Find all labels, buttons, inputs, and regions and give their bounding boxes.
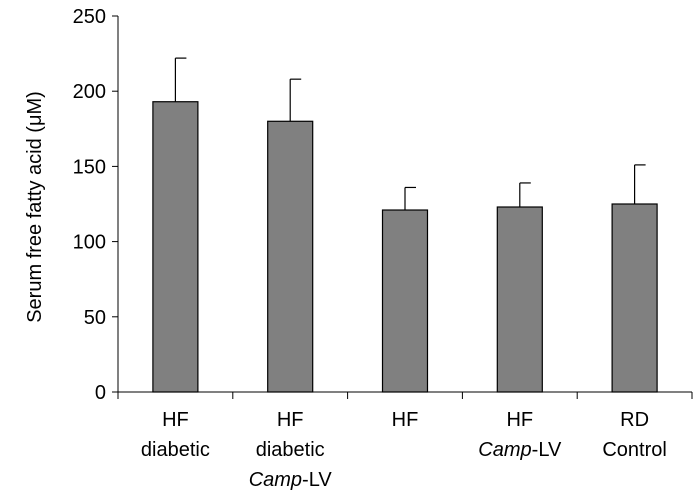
bars-group [152,101,658,393]
x-category-label: RD Control [602,409,666,461]
bar [611,203,658,393]
x-category-label-part: Camp [478,439,531,461]
x-category-label-part: Control [602,439,666,461]
error-bars-group [174,57,646,211]
x-category-label-line: Camp-LV [478,439,562,461]
y-axis: 0 50 100 150 200 250 [73,6,119,404]
y-tick-label: 100 [73,232,106,254]
x-category-label-part: diabetic [141,439,210,461]
x-category-label-part: RD [620,409,649,431]
y-tick-label: 150 [73,156,106,178]
x-category-label-line: HF [162,409,189,431]
y-tick-label: 0 [95,382,106,404]
y-tick-label: 200 [73,81,106,103]
x-category-label-part: HF [392,409,419,431]
x-category-label-part: -LV [302,469,332,491]
y-axis-title: Serum free fatty acid (μM) [24,91,46,323]
bar [267,120,314,393]
bar [152,101,199,393]
x-category-label: HF diabetic [141,409,210,461]
x-category-label-part: -LV [532,439,562,461]
x-category-label: HF diabetic Camp-LV [249,409,333,491]
x-category-label-line: HF [392,409,419,431]
x-category-label-line: Camp-LV [249,469,333,491]
y-tick-label: 50 [84,307,106,329]
x-category-label-part: HF [277,409,304,431]
x-category-label-line: Control [602,439,666,461]
bar [496,206,543,393]
x-category-label-line: RD [620,409,649,431]
x-category-label: HF Camp-LV [478,409,562,461]
bar [381,209,429,393]
x-category-label-line: diabetic [141,439,210,461]
x-category-label-part: diabetic [256,439,325,461]
y-tick-label: 250 [73,6,106,28]
x-category-label-line: HF [506,409,533,431]
x-category-label-line: HF [277,409,304,431]
x-category-label-part: HF [162,409,189,431]
x-category-label-part: HF [506,409,533,431]
x-category-label-part: Camp [249,469,302,491]
x-category-label-line: diabetic [256,439,325,461]
x-category-label: HF [392,409,419,431]
